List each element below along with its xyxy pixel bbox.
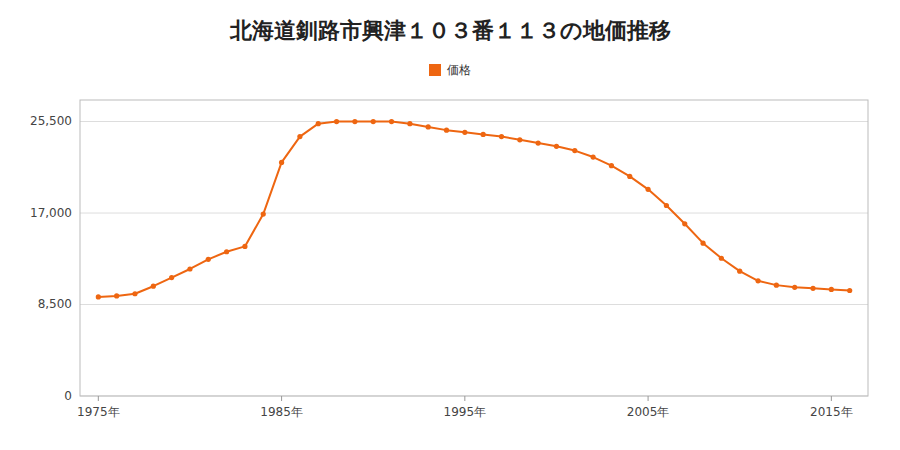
y-grid-line: [80, 121, 868, 122]
x-tick-label: 2015年: [810, 405, 853, 419]
point-marker: [645, 187, 650, 192]
legend: 価格: [429, 63, 471, 77]
point-marker: [187, 266, 192, 271]
point-marker: [114, 293, 119, 298]
x-tick-label: 1995年: [444, 405, 487, 419]
point-marker: [206, 257, 211, 262]
point-marker: [389, 119, 394, 124]
point-marker: [554, 144, 559, 149]
point-marker: [737, 269, 742, 274]
x-tick: [281, 396, 282, 401]
point-marker: [224, 249, 229, 254]
point-marker: [682, 221, 687, 226]
point-marker: [242, 244, 247, 249]
x-tick-label: 1985年: [260, 405, 303, 419]
point-marker: [352, 119, 357, 124]
point-marker: [444, 128, 449, 133]
point-marker: [755, 278, 760, 283]
point-marker: [627, 174, 632, 179]
x-tick-label: 2005年: [627, 405, 670, 419]
plot-frame: [80, 100, 868, 396]
point-marker: [169, 275, 174, 280]
point-marker: [407, 121, 412, 126]
price-line: [98, 122, 849, 297]
y-grid-line: [80, 304, 868, 305]
point-marker: [829, 287, 834, 292]
point-marker: [96, 294, 101, 299]
point-marker: [774, 283, 779, 288]
x-tick: [831, 396, 832, 401]
point-marker: [279, 160, 284, 165]
y-tick-label: 0: [64, 389, 72, 403]
point-marker: [462, 130, 467, 135]
legend-label: 価格: [447, 63, 471, 77]
point-marker: [810, 286, 815, 291]
point-marker: [536, 140, 541, 145]
point-marker: [591, 154, 596, 159]
point-marker: [316, 121, 321, 126]
point-marker: [297, 134, 302, 139]
data-area: [96, 119, 853, 300]
x-tick: [648, 396, 649, 401]
point-marker: [499, 134, 504, 139]
point-marker: [334, 119, 339, 124]
x-tick-label: 1975年: [77, 405, 120, 419]
y-tick-label: 8,500: [38, 297, 72, 311]
point-marker: [261, 211, 266, 216]
point-marker: [847, 288, 852, 293]
point-marker: [426, 124, 431, 129]
point-marker: [151, 284, 156, 289]
x-tick: [464, 396, 465, 401]
y-grid-line: [80, 213, 868, 214]
x-tick: [98, 396, 99, 401]
chart-container: 北海道釧路市興津１０３番１１３の地価推移 0 8,500 17,000 25,500 19…: [0, 0, 900, 450]
y-tick-label: 17,000: [30, 206, 72, 220]
axes: 0 8,500 17,000 25,500 1975年 1985年 1995年 2005年 20…: [30, 100, 868, 419]
point-marker: [517, 137, 522, 142]
point-marker: [371, 119, 376, 124]
legend-swatch: [429, 64, 441, 76]
point-marker: [481, 132, 486, 137]
grid: [80, 122, 868, 396]
point-marker: [609, 163, 614, 168]
point-marker: [792, 285, 797, 290]
title: 北海道釧路市興津１０３番１１３の地価推移: [229, 18, 671, 43]
point-marker: [132, 291, 137, 296]
point-marker: [700, 241, 705, 246]
point-marker: [572, 148, 577, 153]
background: [0, 0, 900, 450]
y-tick-label: 25,500: [30, 114, 72, 128]
point-marker: [719, 256, 724, 261]
point-marker: [664, 203, 669, 208]
chart-svg: 北海道釧路市興津１０３番１１３の地価推移 0 8,500 17,000 25,500 19…: [0, 0, 900, 450]
